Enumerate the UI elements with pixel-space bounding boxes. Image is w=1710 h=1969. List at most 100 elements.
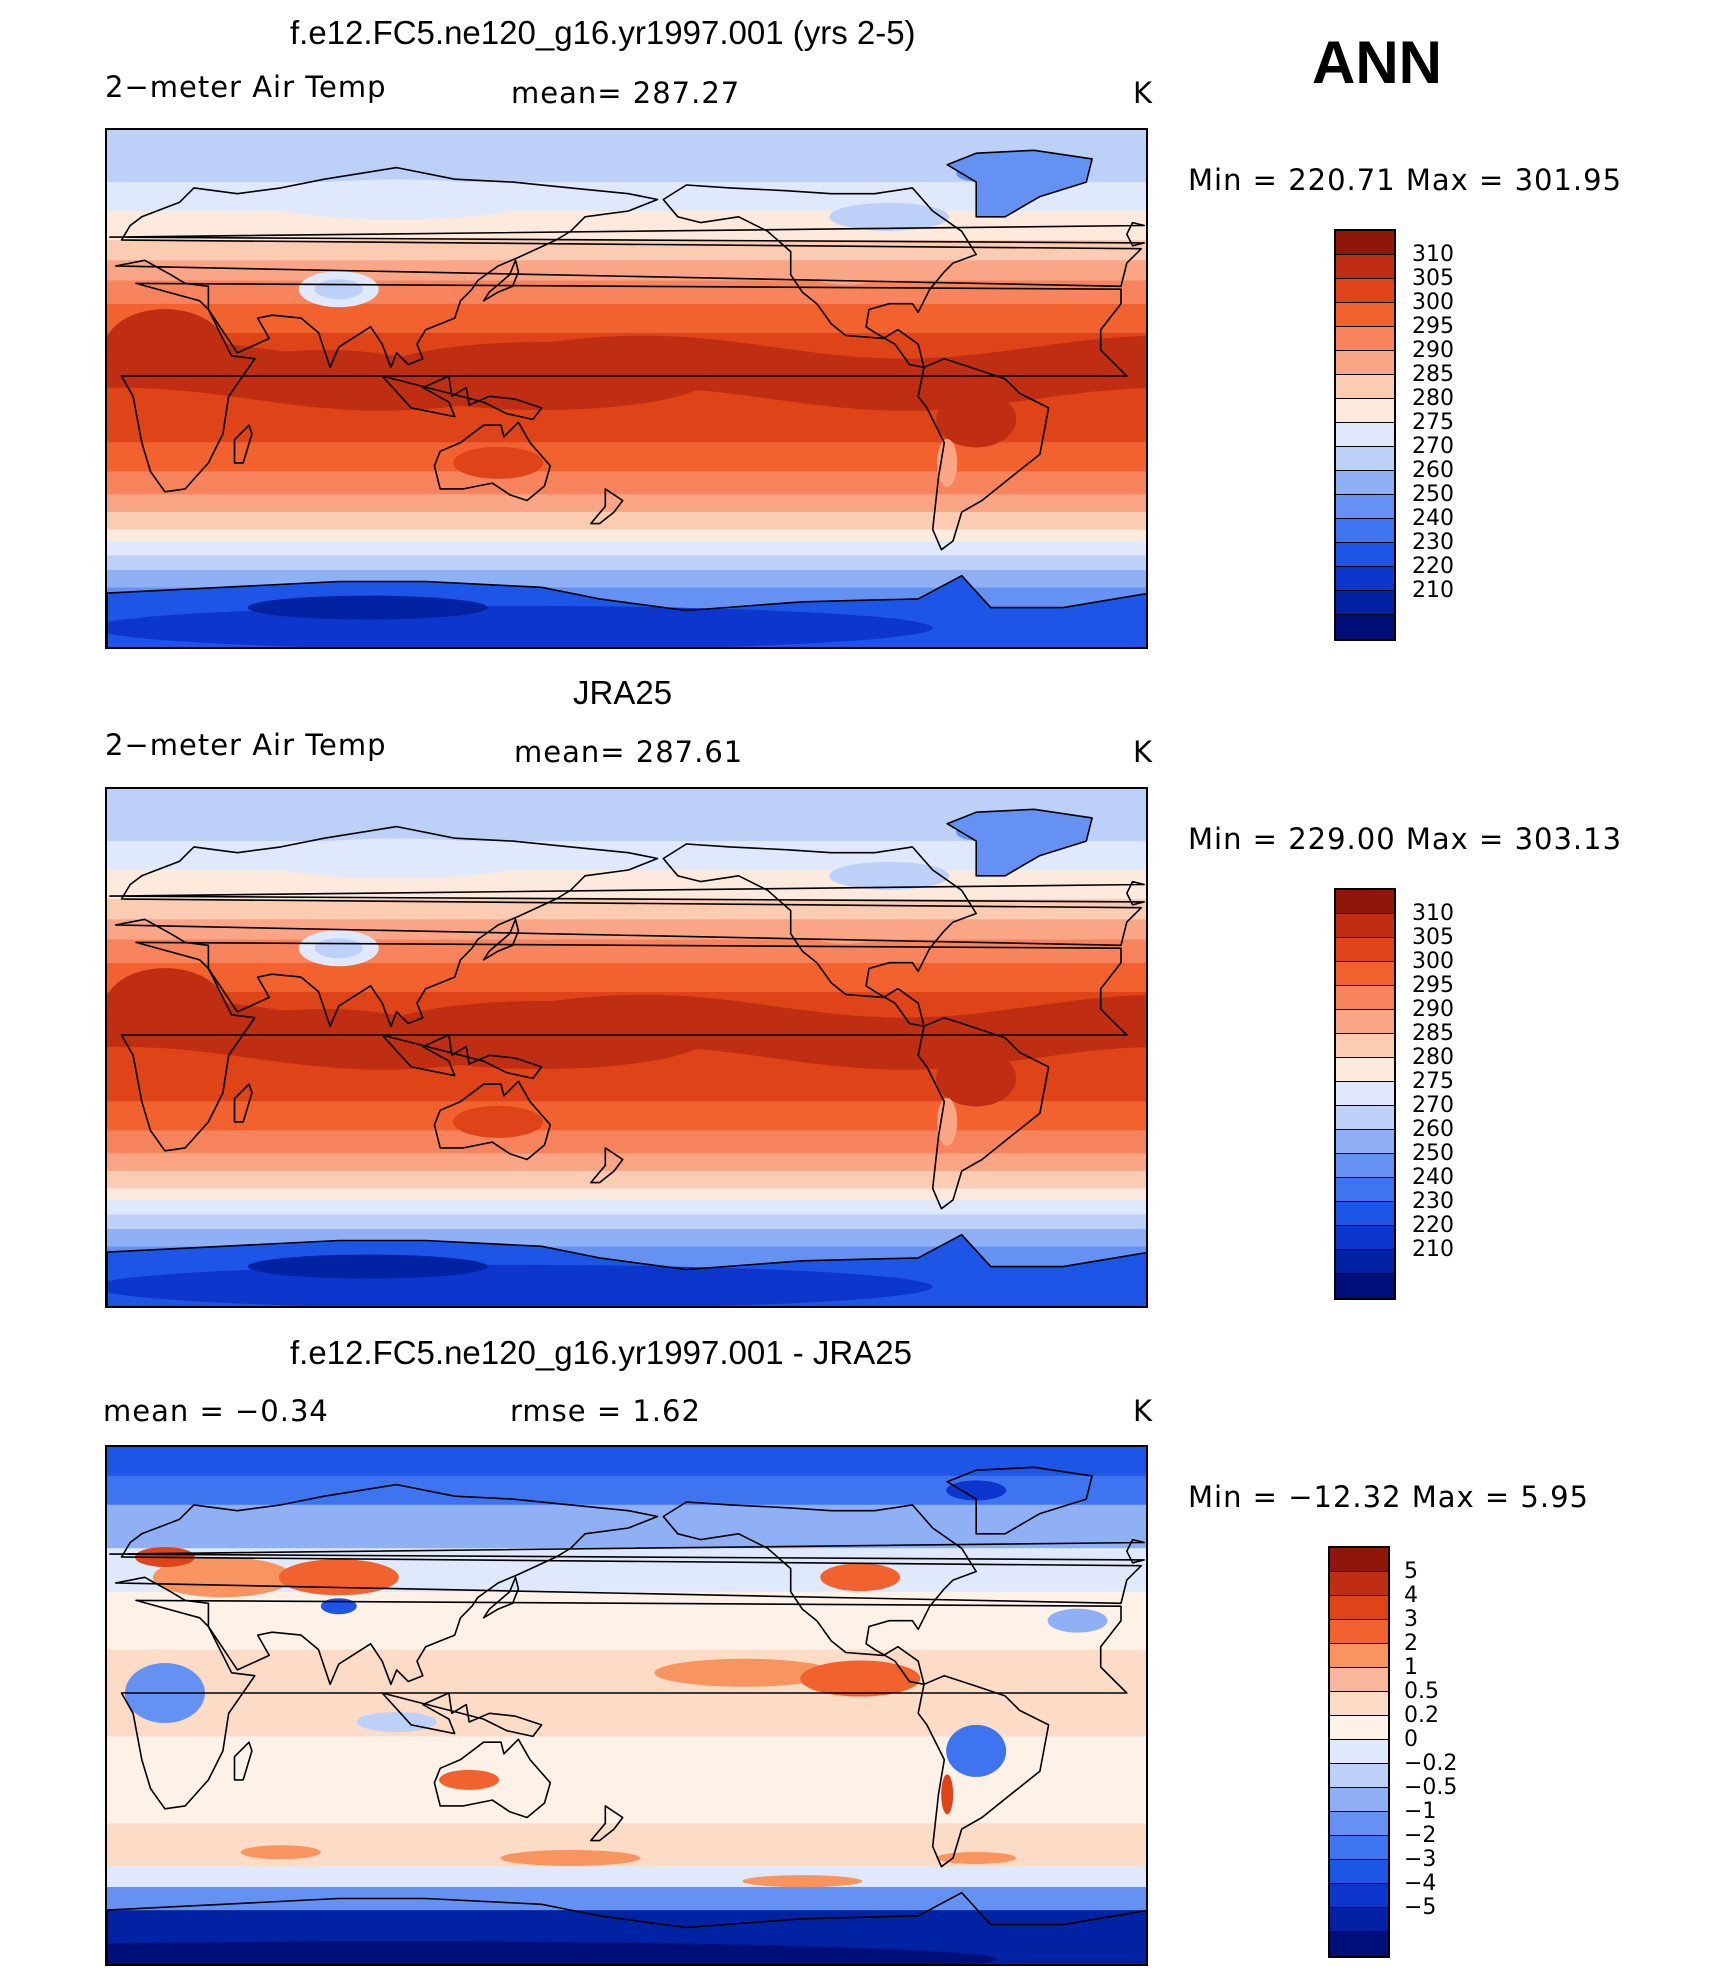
colorbar-swatch <box>1336 423 1394 447</box>
colorbar-tick-label: 250 <box>1412 482 1454 507</box>
panel-3-title: f.e12.FC5.ne120_g16.yr1997.001 - JRA25 <box>290 1334 912 1371</box>
contour-region <box>109 880 1145 906</box>
colorbar-tick-label: 240 <box>1412 1165 1454 1190</box>
contour-region <box>107 574 1146 647</box>
contour-region <box>233 424 253 464</box>
contour-region <box>589 1147 624 1184</box>
contour-blob <box>152 1557 293 1598</box>
contour-band <box>107 494 1146 513</box>
colorbar-swatch <box>1330 1668 1388 1692</box>
contour-band <box>107 471 1146 495</box>
colorbar-swatch <box>1336 543 1394 567</box>
colorbar-tick-label: 1 <box>1404 1655 1418 1680</box>
colorbar-swatch <box>1336 591 1394 615</box>
colorbar-swatch <box>1330 1764 1388 1788</box>
contour-region <box>589 488 624 525</box>
colorbar-tick-label: 300 <box>1412 290 1454 315</box>
colorbar-swatch <box>1336 279 1394 303</box>
colorbar-tick-label: 220 <box>1412 554 1454 579</box>
panel-3-mean-label: mean = −0.34 <box>103 1394 329 1428</box>
colorbar-swatch <box>1336 495 1394 519</box>
contour-blob <box>742 1875 863 1888</box>
contour-region <box>233 1083 253 1123</box>
colorbar-swatch <box>1336 1202 1394 1226</box>
colorbar-tick-label: 290 <box>1412 997 1454 1022</box>
colorbar-tick-label: 310 <box>1412 901 1454 926</box>
colorbar-tick-label: 275 <box>1412 410 1454 435</box>
contour-band <box>107 1130 1146 1154</box>
colorbar-tick-label: 305 <box>1412 925 1454 950</box>
colorbar-swatch <box>1330 1812 1388 1836</box>
colorbar-swatch <box>1336 1058 1394 1082</box>
contour-blob <box>247 595 488 620</box>
contour-band <box>107 239 1146 261</box>
contour-blob <box>956 165 997 182</box>
colorbar-swatch <box>1330 1788 1388 1812</box>
colorbar-swatch <box>1336 231 1394 255</box>
colorbar-swatch <box>1336 986 1394 1010</box>
panel-2-mean-label: mean= 287.61 <box>514 735 744 769</box>
contour-band <box>107 541 1146 556</box>
contour-region <box>114 166 1143 369</box>
contour-blob <box>134 977 195 1006</box>
colorbar-swatch <box>1336 1226 1394 1250</box>
contour-region <box>662 184 978 369</box>
colorbar-tick-label: 300 <box>1412 949 1454 974</box>
colorbar-tick-label: 5 <box>1404 1559 1418 1584</box>
contour-region <box>662 1501 978 1686</box>
contour-blob <box>936 1852 1017 1865</box>
contour-band <box>107 1886 1146 1911</box>
colorbar-swatch <box>1336 567 1394 591</box>
colorbar-swatch <box>1330 1860 1388 1884</box>
contour-blob <box>439 1769 500 1790</box>
contour-region <box>433 1738 552 1819</box>
panel-2-title: JRA25 <box>573 674 673 711</box>
colorbar-tick-label: 260 <box>1412 458 1454 483</box>
contour-region <box>482 1576 520 1619</box>
panel-2-units-label: K <box>1133 735 1154 769</box>
colorbar-swatch <box>1336 1034 1394 1058</box>
contour-region <box>109 221 1145 247</box>
colorbar-swatch <box>1330 1644 1388 1668</box>
contour-region <box>120 1599 1128 1810</box>
contour-blob <box>107 1941 997 1964</box>
contour-blob <box>941 1774 954 1815</box>
contour-region <box>482 918 520 961</box>
colorbar-swatch <box>1336 890 1394 914</box>
colorbar-tick-label: 210 <box>1412 578 1454 603</box>
colorbar-tick-label: −5 <box>1404 1895 1437 1920</box>
colorbar-tick-label: 230 <box>1412 530 1454 555</box>
colorbar-swatch <box>1330 1548 1388 1572</box>
colorbar-swatch <box>1330 1836 1388 1860</box>
contour-band <box>107 1866 1146 1887</box>
panel-2-variable-label: 2−meter Air Temp <box>105 728 387 762</box>
contour-band <box>107 260 1146 281</box>
contour-blob <box>936 391 1017 448</box>
colorbar-swatch <box>1336 1250 1394 1274</box>
contour-blob <box>107 968 225 1045</box>
contour-region <box>662 843 978 1028</box>
contour-region <box>482 259 520 302</box>
colorbar-swatch <box>1336 938 1394 962</box>
colorbar-swatch <box>1336 1178 1394 1202</box>
contour-blob <box>314 938 363 959</box>
colorbar-tick-label: 250 <box>1412 1141 1454 1166</box>
colorbar-tick-label: 240 <box>1412 506 1454 531</box>
contour-region <box>946 1466 1093 1535</box>
colorbar-tick-label: 2 <box>1404 1631 1418 1656</box>
contour-blob <box>946 1724 1007 1777</box>
colorbar-swatch <box>1336 471 1394 495</box>
contour-blob <box>820 1563 901 1592</box>
contour-band <box>107 919 1146 940</box>
colorbar-swatch <box>1336 914 1394 938</box>
colorbar-swatch <box>1336 1130 1394 1154</box>
contour-region <box>381 1692 543 1738</box>
contour-blob <box>320 1598 357 1615</box>
panel-1-units-label: K <box>1133 76 1154 110</box>
contour-blob <box>936 1050 1017 1107</box>
contour-region <box>433 421 552 502</box>
colorbar-tick-label: 270 <box>1412 1093 1454 1118</box>
contour-blob <box>1047 1608 1108 1633</box>
panel-3-colorbar <box>1328 1546 1390 1958</box>
colorbar-swatch <box>1330 1596 1388 1620</box>
